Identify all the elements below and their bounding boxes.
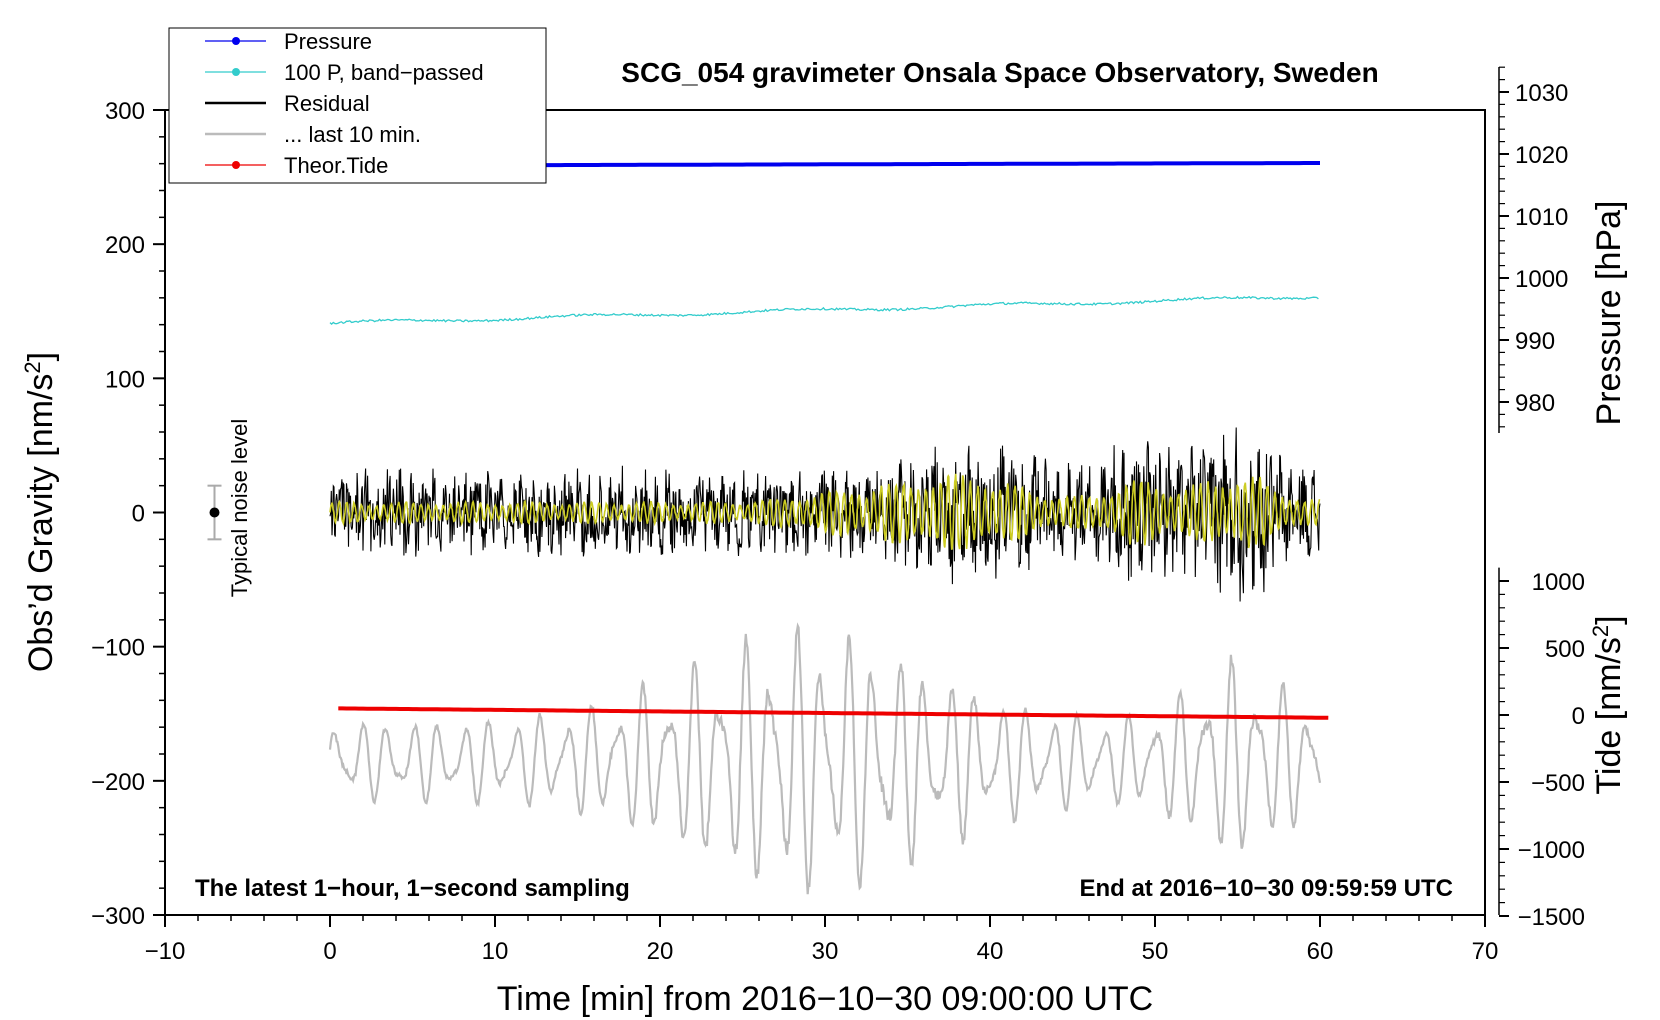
y-axis-tide: 1000 500 0 −500 −1000 −1500 [1498,567,1585,931]
x-axis: −10 0 10 20 30 40 50 60 70 [145,915,1499,965]
pressure-tick-label: 1020 [1515,142,1568,169]
legend-label: ... last 10 min. [284,122,421,147]
pressure-tick-label: 1010 [1515,204,1568,231]
x-tick-label: 60 [1307,938,1334,965]
x-tick-label: 70 [1472,938,1499,965]
y-axis-left: 300 200 100 0 −100 −200 −300 [91,98,165,930]
y-axis-pressure-label: Pressure [hPa] [1590,201,1628,426]
series-residual [329,427,1321,602]
legend-label: Residual [284,91,370,116]
series-band-passed-residual [329,473,1321,550]
x-axis-label: Time [min] from 2016−10−30 09:00:00 UTC [497,980,1153,1018]
y-axis-left-label-text: Obs’d Gravity [nm/s [22,374,60,673]
pressure-tick-label: 990 [1515,328,1555,355]
legend-label: Pressure [284,29,372,54]
legend-box [168,27,547,184]
legend-label: Theor.Tide [284,153,388,178]
tide-tick-label: −500 [1531,770,1585,797]
y-tick-label: −300 [91,903,145,930]
y-tick-label: 0 [132,501,145,528]
y-axis-tide-label-sup: 2 [1588,625,1613,637]
y-tick-label: −200 [91,769,145,796]
legend-label: 100 P, band−passed [284,60,484,85]
series-last-10-min [328,622,1322,895]
legend-swatch-marker [232,161,240,169]
legend-swatch-marker [232,68,240,76]
x-tick-label: 0 [323,938,336,965]
x-tick-label: 20 [647,938,674,965]
y-axis-tide-label: Tide [nm/s2] [1588,615,1628,794]
y-tick-label: 300 [105,98,145,125]
annotation-sampling: The latest 1−hour, 1−second sampling [195,875,630,902]
y-axis-left-label-sup: 2 [20,361,45,373]
y-axis-left-label: Obs’d Gravity [nm/s2] [20,352,60,672]
y-tick-label: 100 [105,366,145,393]
y-tick-label: 200 [105,232,145,259]
series-100p-band-passed [329,295,1319,325]
y-axis-tide-label-text: Tide [nm/s [1590,637,1628,794]
chart-title: SCG_054 gravimeter Onsala Space Observat… [621,57,1378,88]
tide-tick-label: −1000 [1518,837,1585,864]
pressure-tick-label: 1030 [1515,80,1568,107]
x-tick-label: −10 [145,938,186,965]
y-tick-label: −100 [91,635,145,662]
series-theor-tide [338,706,1329,720]
tide-tick-label: 1000 [1532,569,1585,596]
tide-tick-label: −1500 [1518,904,1585,931]
legend: Pressure 100 P, band−passed Residual ... la… [168,27,547,184]
tide-tick-label: 500 [1545,636,1585,663]
y-axis-tide-label-close: ] [1590,615,1628,624]
pressure-tick-label: 980 [1515,390,1555,417]
y-axis-left-label-close: ] [22,352,60,361]
data-traces [328,161,1329,895]
x-tick-label: 10 [482,938,509,965]
pressure-tick-label: 1000 [1515,266,1568,293]
y-axis-pressure: 1030 1020 1010 1000 990 980 [1498,66,1568,433]
noise-level-label: Typical noise level [227,419,252,598]
tide-tick-label: 0 [1572,703,1585,730]
x-tick-label: 50 [1142,938,1169,965]
noise-level-marker [207,484,222,541]
annotation-end-time: End at 2016−10−30 09:59:59 UTC [1079,875,1453,902]
noise-bar-point [209,507,220,518]
x-tick-label: 30 [812,938,839,965]
x-tick-label: 40 [977,938,1004,965]
legend-swatch-marker [232,37,240,45]
